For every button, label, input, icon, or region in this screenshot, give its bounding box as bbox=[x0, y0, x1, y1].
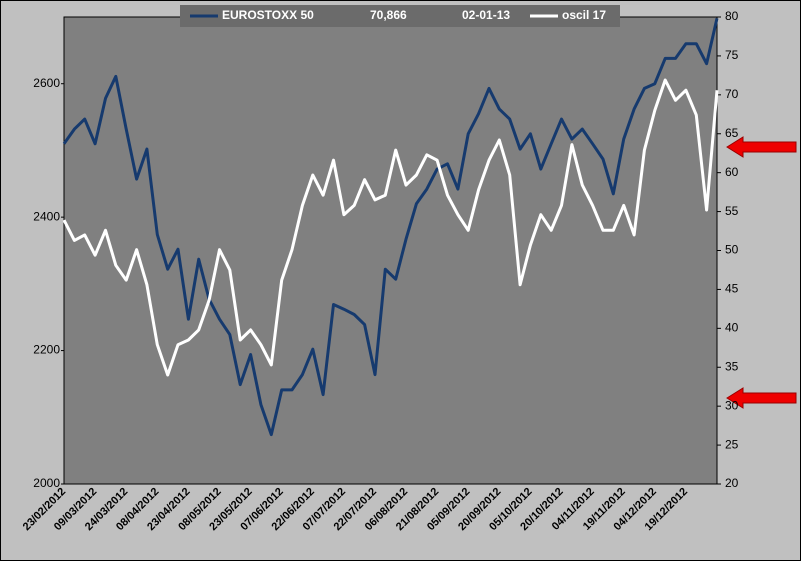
y2-tick-label: 50 bbox=[725, 243, 739, 257]
y2-tick-label: 55 bbox=[725, 204, 739, 218]
y2-tick-label: 80 bbox=[725, 9, 739, 23]
legend-label: oscil 17 bbox=[562, 8, 606, 22]
y2-tick-label: 20 bbox=[725, 476, 739, 490]
series-line bbox=[62, 17, 719, 437]
y-tick-label: 2400 bbox=[33, 209, 60, 223]
y2-tick-label: 30 bbox=[725, 398, 739, 412]
legend-box bbox=[180, 5, 620, 27]
y-tick-label: 2000 bbox=[33, 476, 60, 490]
y2-tick-label: 35 bbox=[725, 359, 739, 373]
plot-area bbox=[63, 16, 718, 485]
legend-date: 02-01-13 bbox=[462, 8, 510, 22]
y2-tick-label: 60 bbox=[725, 165, 739, 179]
y2-tick-label: 45 bbox=[725, 282, 739, 296]
y-tick-label: 2600 bbox=[33, 76, 60, 90]
y2-tick-label: 70 bbox=[725, 87, 739, 101]
y2-tick-label: 25 bbox=[725, 437, 739, 451]
series-line bbox=[62, 78, 719, 377]
arrow bbox=[726, 387, 797, 409]
legend-value: 70,866 bbox=[370, 8, 407, 22]
y2-tick-label: 65 bbox=[725, 126, 739, 140]
y2-tick-label: 40 bbox=[725, 321, 739, 335]
legend-label: EUROSTOXX 50 bbox=[222, 8, 314, 22]
y2-tick-label: 75 bbox=[725, 48, 739, 62]
y-tick-label: 2200 bbox=[33, 343, 60, 357]
arrow bbox=[726, 136, 797, 158]
